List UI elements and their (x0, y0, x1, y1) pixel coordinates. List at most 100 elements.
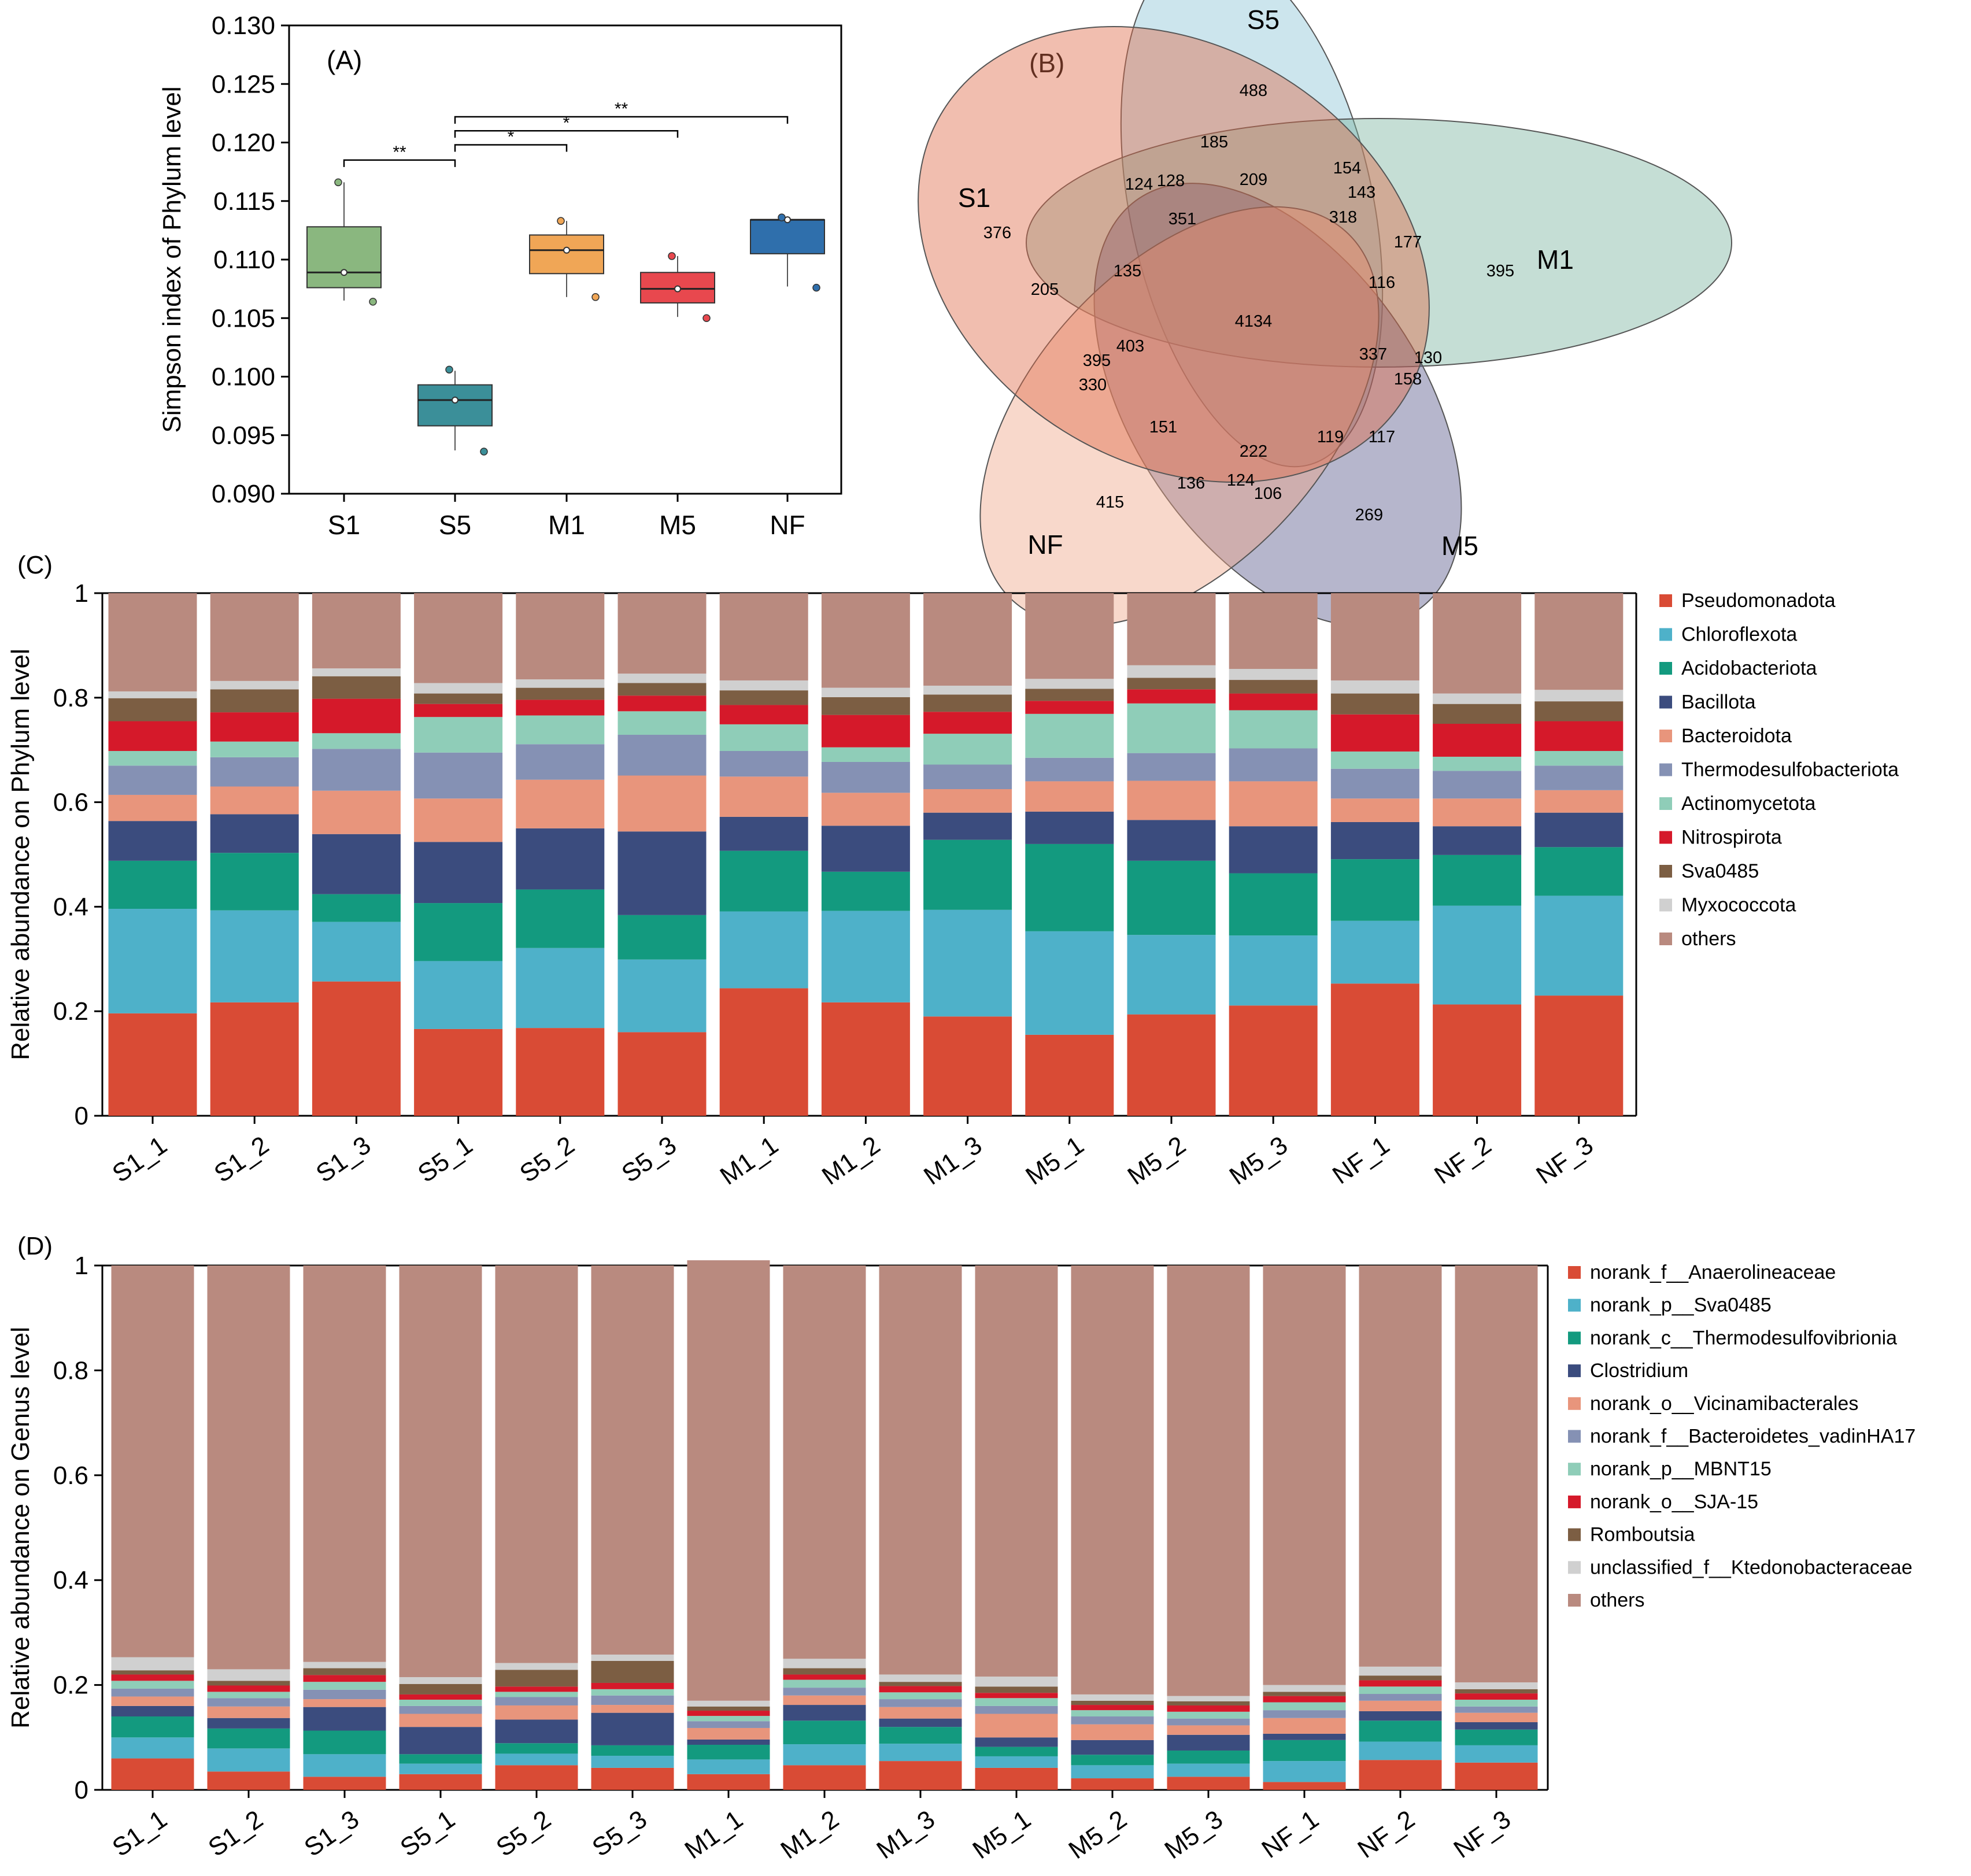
bar-segment (1071, 1266, 1154, 1694)
bar-segment (1534, 701, 1624, 721)
bar-segment (1455, 1745, 1538, 1763)
legend-swatch (1568, 1561, 1581, 1574)
bar-segment (591, 1705, 674, 1713)
venn-region-count: 209 (1240, 171, 1267, 189)
legend-label: Bacillota (1681, 691, 1756, 713)
bar-segment (617, 734, 707, 776)
bar-segment (821, 761, 910, 793)
bar-segment (516, 889, 605, 948)
bar-segment (617, 683, 707, 696)
bar-segment (108, 821, 197, 861)
x-tick-label: M5_3 (1225, 1131, 1293, 1190)
bar-segment (1330, 714, 1419, 752)
bar-segment (111, 1266, 194, 1657)
x-tick-label: M5_1 (1020, 1131, 1089, 1190)
x-tick-label: S1 (328, 510, 360, 540)
bar-segment (1071, 1700, 1154, 1705)
venn-region-count: 222 (1240, 442, 1267, 461)
bar-segment (207, 1266, 290, 1670)
legend-swatch (1568, 1331, 1581, 1345)
bar-segment (617, 1032, 707, 1116)
x-tick-label: S1_3 (311, 1131, 376, 1188)
legend-swatch (1659, 628, 1672, 641)
data-point (778, 213, 786, 221)
bar-segment (1359, 1675, 1442, 1681)
legend-swatch (1659, 763, 1672, 776)
bar-segment (1229, 669, 1318, 680)
bar-segment (495, 1765, 578, 1790)
bar-segment (821, 697, 910, 715)
y-tick-label: 0.8 (53, 1356, 88, 1385)
bar-segment (210, 712, 299, 742)
bar-segment (1330, 983, 1419, 1116)
bar-segment (783, 1688, 866, 1696)
bar-segment (975, 1693, 1058, 1699)
bar-segment (495, 1719, 578, 1744)
venn-set-label-S5: S5 (1247, 5, 1280, 35)
bar-segment (414, 683, 503, 694)
y-axis-title: Simpson index of Phylum level (158, 86, 186, 432)
legend-swatch (1568, 1364, 1581, 1378)
bar-segment (1167, 1711, 1250, 1719)
bar-segment (1330, 768, 1419, 799)
y-tick-label: 0 (75, 1102, 88, 1130)
bar-segment (108, 721, 197, 752)
y-tick-label: 0.6 (53, 789, 88, 817)
bar-segment (1025, 701, 1114, 714)
y-tick-label: 0.110 (213, 246, 275, 274)
bar-segment (821, 687, 910, 697)
bar-segment (1534, 896, 1624, 996)
bar-segment (516, 948, 605, 1028)
legend-swatch (1659, 797, 1672, 810)
significance-label: * (508, 128, 515, 147)
bar-segment (516, 700, 605, 716)
bar-segment (1263, 1266, 1346, 1685)
panel-c-label: (C) (17, 551, 53, 579)
bar-segment (1359, 1686, 1442, 1694)
bar-segment (1229, 710, 1318, 749)
legend-label: Actinomycetota (1681, 793, 1816, 815)
legend-label: Acidobacteriota (1681, 657, 1817, 679)
bar-segment (1025, 757, 1114, 782)
legend-label: unclassified_f__Ktedonobacteraceae (1590, 1556, 1913, 1578)
bar-segment (687, 1700, 770, 1707)
bar-segment (516, 779, 605, 828)
bar-segment (1127, 1014, 1216, 1116)
legend-label: Sva0485 (1681, 860, 1759, 882)
bar-segment (1263, 1733, 1346, 1740)
bar-segment (821, 593, 910, 688)
bar-segment (783, 1266, 866, 1659)
bar-segment (687, 1739, 770, 1745)
bar-segment (923, 812, 1012, 840)
significance-label: * (563, 113, 570, 132)
box-M1 (529, 234, 604, 275)
panel-b-label: (B) (1029, 48, 1064, 78)
bar-segment (210, 680, 299, 690)
x-tick-label: S1_2 (209, 1131, 274, 1188)
bar-segment (687, 1759, 770, 1774)
bar-segment (399, 1266, 482, 1677)
bar-segment (923, 694, 1012, 712)
venn-region-count: 415 (1096, 493, 1124, 512)
venn-set-NF (979, 206, 1380, 627)
bar-segment (821, 1002, 910, 1116)
legend-swatch (1568, 1266, 1581, 1279)
bar-segment (1330, 798, 1419, 822)
panel-a-boxplot: (A) 0.090 0.095 0.100 0.105 0.110 0.115 0.120 0… (158, 12, 842, 540)
venn-region-count: 185 (1200, 133, 1228, 151)
bar-segment (111, 1696, 194, 1706)
bar-segment (687, 1716, 770, 1722)
bar-segment (207, 1748, 290, 1772)
bar-segment (303, 1707, 386, 1731)
bar-segment (1071, 1724, 1154, 1740)
bar-segment (591, 1689, 674, 1696)
bar-segment (975, 1737, 1058, 1747)
bar-segment (1534, 996, 1624, 1116)
bar-segment (719, 850, 808, 912)
bar-segment (1534, 690, 1624, 702)
venn-region-count: 117 (1369, 428, 1395, 446)
bar-segment (303, 1777, 386, 1790)
legend-label: others (1590, 1589, 1645, 1611)
bar-segment (399, 1677, 482, 1684)
bar-segment (312, 790, 401, 834)
